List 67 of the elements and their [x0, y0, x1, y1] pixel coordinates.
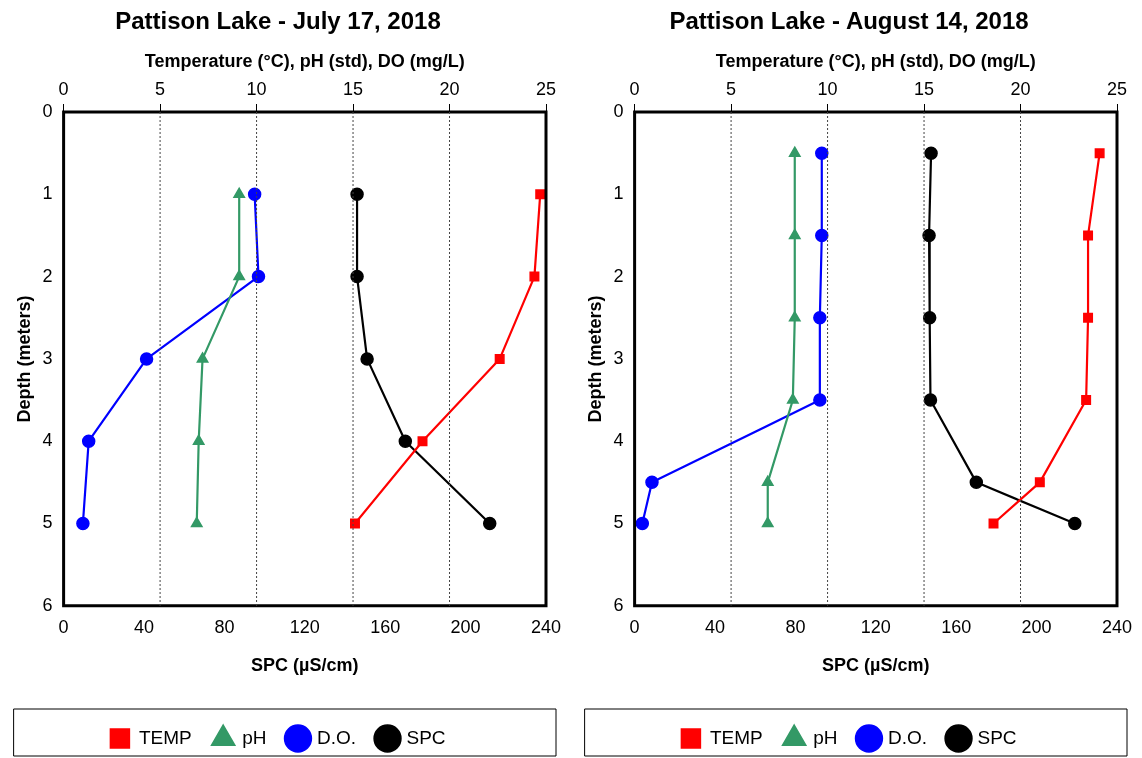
point: [922, 228, 936, 243]
y-tick-label: 3: [42, 347, 53, 368]
legend-label: TEMP: [709, 726, 763, 748]
x2-axis-title: Temperature (°C), pH (std), DO (mg/L): [144, 50, 465, 71]
y-tick-label: 2: [42, 265, 53, 286]
legend-label: pH: [242, 726, 267, 748]
x-tick-label: 0: [58, 616, 69, 637]
x2-tick-label: 0: [58, 79, 69, 100]
x2-tick-label: 10: [246, 79, 267, 100]
x-tick-label: 80: [214, 616, 235, 637]
x2-axis-title: Temperature (°C), pH (std), DO (mg/L): [715, 50, 1036, 71]
x-axis-title: SPC (µS/cm): [822, 655, 930, 676]
y-tick-label: 0: [613, 100, 624, 121]
x-tick-label: 160: [370, 616, 401, 637]
y-tick-label: 6: [42, 594, 53, 615]
x-tick-label: 120: [289, 616, 320, 637]
point: [360, 352, 374, 366]
point: [922, 311, 937, 325]
y-tick-label: 5: [613, 512, 624, 533]
y-tick-label: 5: [42, 512, 53, 533]
x2-tick-label: 20: [1010, 79, 1031, 100]
legend-label: D.O.: [316, 726, 357, 748]
point: [923, 393, 938, 407]
x2-tick-label: 20: [439, 79, 460, 100]
y-tick-label: 0: [42, 100, 53, 121]
x2-tick-label: 15: [343, 79, 364, 100]
x-tick-label: 40: [133, 616, 155, 637]
point: [969, 475, 984, 490]
x-tick-label: 80: [785, 616, 806, 637]
legend-label: TEMP: [138, 726, 192, 748]
x-tick-label: 120: [860, 616, 891, 637]
point: [398, 434, 413, 448]
legend-label: D.O.: [887, 726, 928, 748]
point: [924, 146, 938, 160]
x-tick-label: 240: [530, 616, 562, 637]
x2-tick-label: 10: [817, 79, 838, 100]
y-tick-label: 1: [613, 183, 624, 204]
x2-tick-label: 25: [1106, 79, 1128, 100]
y-tick-label: 6: [613, 594, 624, 615]
x-tick-label: 40: [704, 616, 726, 637]
chart-title: Pattison Lake - July 17, 2018: [115, 7, 441, 35]
chart-title: Pattison Lake - August 14, 2018: [669, 7, 1029, 35]
legend-label: pH: [813, 726, 838, 748]
point: [350, 269, 364, 284]
x-tick-label: 200: [450, 616, 481, 637]
y-tick-label: 4: [42, 430, 53, 451]
x-tick-label: 160: [941, 616, 972, 637]
y-tick-label: 1: [42, 183, 53, 204]
x2-tick-label: 25: [535, 79, 557, 100]
x-tick-label: 240: [1101, 616, 1133, 637]
y-axis-title: Depth (meters): [13, 295, 34, 423]
legend-label: SPC: [406, 726, 446, 748]
point: [350, 187, 364, 202]
x-tick-label: 200: [1021, 616, 1052, 637]
y-tick-label: 2: [613, 265, 624, 286]
point: [482, 516, 497, 531]
x2-tick-label: 0: [629, 79, 640, 100]
y-tick-label: 4: [613, 430, 624, 451]
x2-tick-label: 5: [726, 79, 737, 100]
x-tick-label: 0: [629, 616, 640, 637]
legend-label: SPC: [977, 726, 1017, 748]
x-axis-title: SPC (µS/cm): [251, 655, 359, 676]
y-tick-label: 3: [613, 347, 624, 368]
y-axis-title: Depth (meters): [584, 295, 605, 423]
x2-tick-label: 5: [155, 79, 166, 100]
point: [1068, 516, 1082, 531]
x2-tick-label: 15: [914, 79, 935, 100]
